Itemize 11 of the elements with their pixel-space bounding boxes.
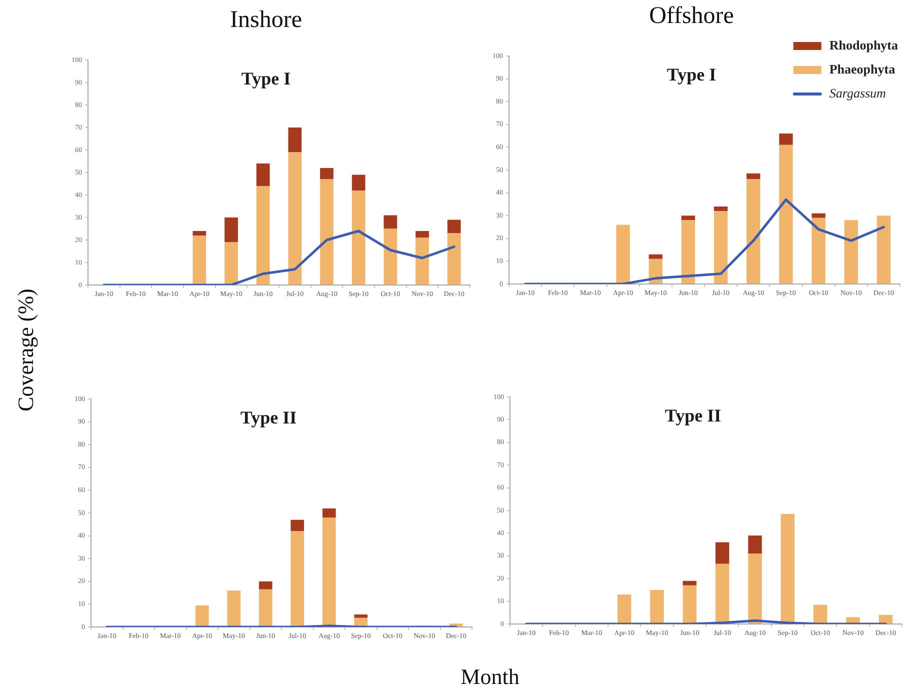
x-axis-title: Month — [460, 664, 520, 690]
chart-title: Inshore — [229, 6, 303, 34]
legend-label: Rhodophyta — [829, 37, 898, 52]
y-axis-title: Coverage (%) — [13, 288, 39, 412]
chart-title: Offshore — [648, 2, 735, 30]
legend-label: Sargassum — [829, 85, 886, 100]
text: Type I — [666, 64, 716, 85]
text: Type II — [240, 408, 297, 428]
legend-label: Phaeophyta — [829, 61, 896, 76]
text: Type I — [241, 68, 291, 89]
text: Type II — [664, 406, 722, 426]
